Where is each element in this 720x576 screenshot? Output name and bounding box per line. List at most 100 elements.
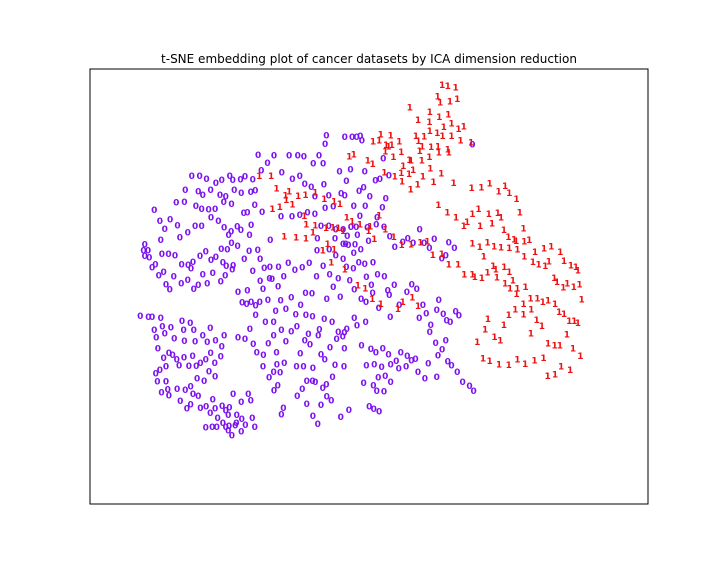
point-label-1: 1 (505, 233, 511, 243)
point-label-0: 0 (203, 175, 209, 185)
point-label-0: 0 (364, 223, 370, 233)
point-label-0: 0 (212, 359, 218, 369)
point-label-1: 1 (557, 248, 563, 258)
point-label-0: 0 (275, 382, 281, 392)
point-label-0: 0 (333, 226, 339, 236)
point-label-0: 0 (448, 362, 454, 372)
point-label-1: 1 (427, 164, 433, 174)
point-label-0: 0 (451, 244, 457, 254)
point-label-0: 0 (353, 223, 359, 233)
point-label-0: 0 (257, 277, 263, 287)
point-label-0: 0 (420, 301, 426, 311)
point-label-0: 0 (241, 209, 247, 219)
point-label-0: 0 (162, 330, 168, 340)
point-label-0: 0 (440, 310, 446, 320)
point-label-0: 0 (403, 362, 409, 372)
point-label-0: 0 (363, 362, 369, 372)
point-label-1: 1 (498, 244, 504, 254)
point-label-1: 1 (502, 280, 508, 290)
point-label-0: 0 (226, 403, 232, 413)
point-label-0: 0 (351, 202, 357, 212)
point-label-0: 0 (370, 381, 376, 391)
point-label-1: 1 (395, 305, 401, 315)
point-label-1: 1 (436, 113, 442, 123)
point-label-0: 0 (207, 186, 213, 196)
point-label-0: 0 (204, 280, 210, 290)
point-label-1: 1 (390, 153, 396, 163)
point-label-0: 0 (370, 258, 376, 268)
point-label-0: 0 (385, 286, 391, 296)
point-label-0: 0 (330, 283, 336, 293)
point-label-0: 0 (371, 405, 377, 415)
point-label-1: 1 (468, 184, 474, 194)
point-label-1: 1 (501, 321, 507, 331)
point-label-0: 0 (185, 261, 191, 271)
point-label-1: 1 (302, 191, 308, 201)
point-label-0: 0 (187, 319, 193, 329)
point-label-0: 0 (158, 236, 164, 246)
point-label-0: 0 (163, 280, 169, 290)
point-label-1: 1 (506, 189, 512, 199)
point-label-0: 0 (270, 368, 276, 378)
point-label-0: 0 (153, 369, 159, 379)
point-label-0: 0 (165, 250, 171, 260)
point-label-0: 0 (238, 428, 244, 438)
point-label-0: 0 (198, 222, 204, 232)
point-label-0: 0 (432, 339, 438, 349)
point-label-0: 0 (381, 273, 387, 283)
point-label-0: 0 (220, 259, 226, 269)
point-label-0: 0 (387, 378, 393, 388)
point-label-0: 0 (338, 413, 344, 423)
point-label-0: 0 (221, 331, 227, 341)
point-label-0: 0 (195, 187, 201, 197)
point-label-0: 0 (157, 366, 163, 376)
point-label-0: 0 (162, 225, 168, 235)
point-label-1: 1 (564, 279, 570, 289)
point-label-0: 0 (221, 223, 227, 233)
point-label-0: 0 (145, 313, 151, 323)
point-label-1: 1 (427, 108, 433, 118)
point-label-0: 0 (238, 398, 244, 408)
point-label-0: 0 (196, 172, 202, 182)
point-label-0: 0 (318, 401, 324, 411)
point-label-1: 1 (506, 311, 512, 321)
point-label-0: 0 (237, 175, 243, 185)
point-label-0: 0 (428, 321, 434, 331)
point-label-0: 0 (149, 313, 155, 323)
point-label-0: 0 (255, 246, 261, 256)
point-label-0: 0 (219, 176, 225, 186)
point-label-0: 0 (146, 253, 152, 263)
point-label-0: 0 (238, 226, 244, 236)
point-label-0: 0 (230, 176, 236, 186)
point-label-1: 1 (398, 169, 404, 179)
point-label-0: 0 (316, 325, 322, 335)
point-label-0: 0 (416, 226, 422, 236)
point-label-0: 0 (301, 152, 307, 162)
point-label-0: 0 (194, 375, 200, 385)
point-label-1: 1 (491, 242, 497, 252)
point-label-1: 1 (575, 319, 581, 329)
point-label-1: 1 (441, 123, 447, 133)
point-label-0: 0 (267, 263, 273, 273)
point-label-0: 0 (326, 192, 332, 202)
point-label-0: 0 (222, 272, 228, 282)
point-label-0: 0 (454, 368, 460, 378)
point-label-0: 0 (358, 341, 364, 351)
point-label-0: 0 (374, 213, 380, 223)
point-label-0: 0 (306, 259, 312, 269)
point-label-1: 1 (370, 138, 376, 148)
point-label-0: 0 (347, 277, 353, 287)
point-label-0: 0 (344, 232, 350, 242)
point-label-0: 0 (408, 357, 414, 367)
point-label-0: 0 (415, 368, 421, 378)
point-label-0: 0 (260, 362, 266, 372)
point-label-0: 0 (326, 270, 332, 280)
point-label-0: 0 (312, 192, 318, 202)
point-label-0: 0 (195, 392, 201, 402)
point-label-1: 1 (383, 141, 389, 151)
point-label-1: 1 (510, 277, 516, 287)
point-label-1: 1 (566, 317, 572, 327)
point-label-0: 0 (312, 210, 318, 220)
point-label-1: 1 (497, 337, 503, 347)
point-label-1: 1 (414, 181, 420, 191)
